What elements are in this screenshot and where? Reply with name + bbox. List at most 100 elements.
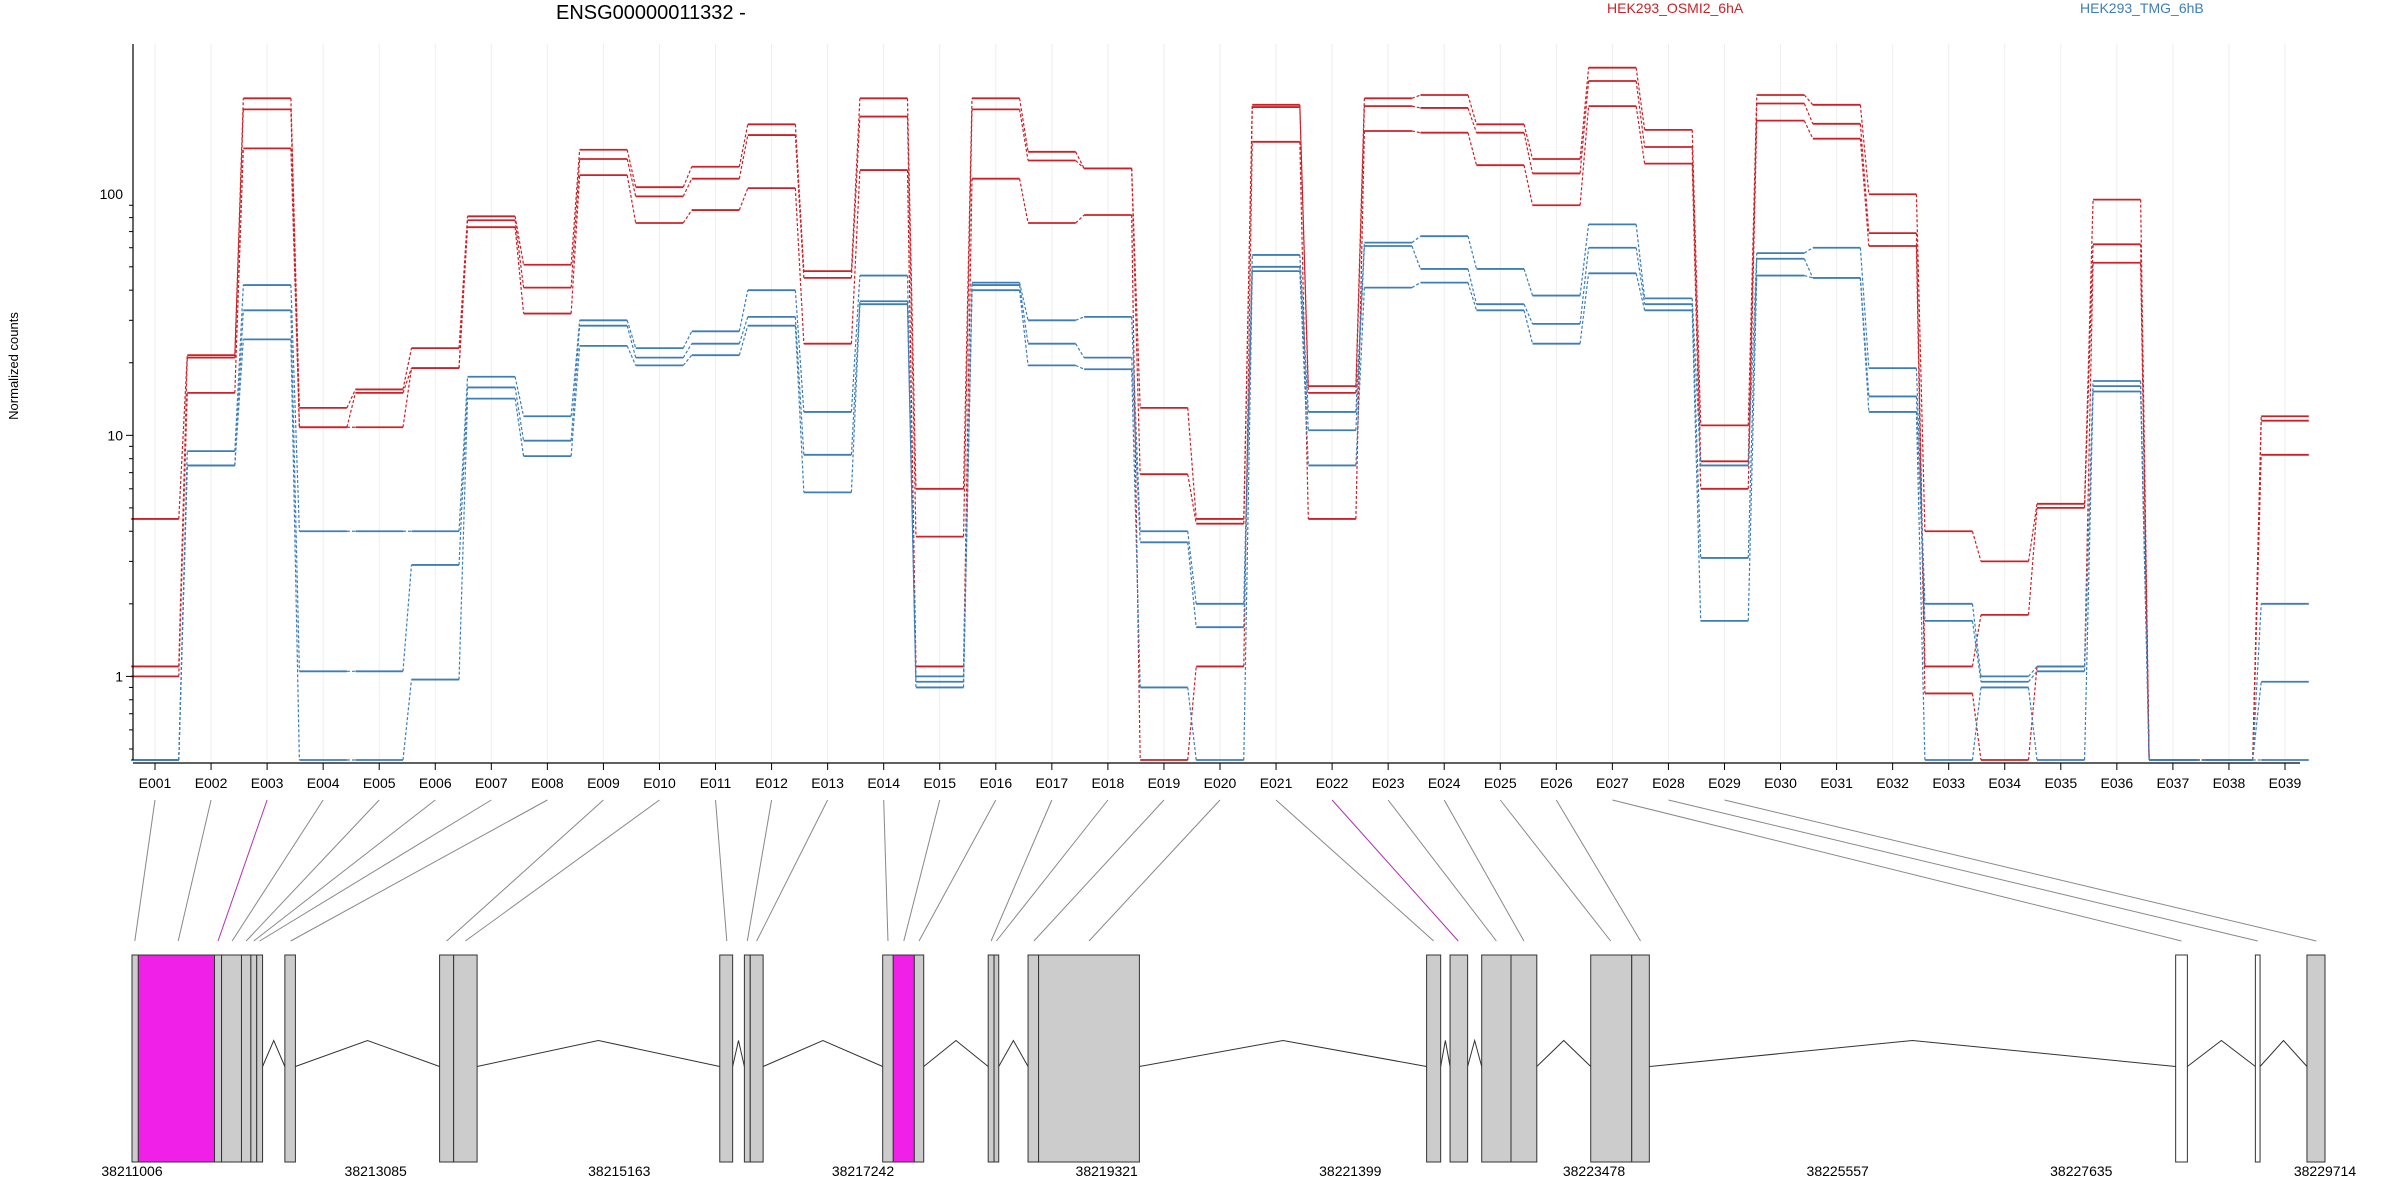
series-4-connector bbox=[570, 325, 581, 441]
exon-link-e016 bbox=[918, 799, 997, 942]
series-1-connector bbox=[1131, 168, 1141, 475]
series-3-connector bbox=[850, 275, 861, 412]
series-4-connector bbox=[1971, 620, 1982, 682]
series-4-connector bbox=[1187, 542, 1197, 628]
series-3-connector bbox=[1747, 253, 1758, 466]
series-5-connector bbox=[1804, 274, 1813, 279]
series-4-connector bbox=[1075, 343, 1085, 358]
series-3-connector bbox=[514, 376, 525, 417]
series-3-connector bbox=[1523, 268, 1534, 296]
exon-block-7 bbox=[256, 954, 264, 1163]
exon-block-22 bbox=[1449, 954, 1469, 1163]
series-0-connector bbox=[962, 98, 973, 489]
series-5-connector bbox=[2083, 391, 2094, 761]
series-5-connector bbox=[1018, 290, 1029, 366]
series-2-connector bbox=[570, 175, 581, 314]
exon-block-16 bbox=[913, 954, 925, 1163]
series-layer bbox=[131, 66, 2309, 761]
series-3-connector bbox=[1691, 298, 1702, 466]
series-3-connector bbox=[1579, 224, 1590, 296]
exon-block-28 bbox=[2254, 954, 2261, 1163]
series-1-connector bbox=[2083, 244, 2094, 508]
series-1-connector bbox=[682, 178, 693, 197]
series-5-connector bbox=[234, 339, 244, 466]
series-3-connector bbox=[1018, 282, 1029, 321]
gene-model-layer: 38211006 38213085 38215163 38217242 38219321… bbox=[101, 954, 2356, 1179]
series-1-connector bbox=[1523, 132, 1534, 174]
intron-11 bbox=[1536, 1039, 1592, 1067]
series-4-connector bbox=[794, 316, 805, 455]
series-5-connector bbox=[794, 325, 805, 493]
series-1-connector bbox=[346, 392, 357, 428]
series-1-connector bbox=[794, 135, 805, 278]
series-2-connector bbox=[234, 148, 244, 393]
exon-block-20 bbox=[1038, 954, 1140, 1163]
exon-block-6 bbox=[250, 954, 258, 1163]
series-5-connector bbox=[682, 354, 693, 366]
series-2-connector bbox=[1411, 130, 1421, 134]
series-2-connector bbox=[1747, 120, 1758, 489]
series-5-connector bbox=[1691, 310, 1702, 621]
x-tick-label-e033: E033 bbox=[1932, 775, 1965, 791]
series-2-connector bbox=[794, 188, 805, 344]
series-1-connector bbox=[1635, 80, 1646, 148]
series-4-connector bbox=[402, 564, 413, 672]
intron-10 bbox=[1467, 1038, 1483, 1067]
series-0-connector bbox=[1299, 104, 1309, 387]
series-4-connector bbox=[1243, 266, 1253, 628]
series-2-connector bbox=[1187, 666, 1197, 761]
x-tick-label-e003: E003 bbox=[251, 775, 284, 791]
series-2-connector bbox=[626, 175, 637, 224]
series-1-connector bbox=[906, 116, 917, 537]
exon-link-e010 bbox=[465, 799, 660, 942]
exon-link-e002 bbox=[177, 799, 212, 942]
exon-link-e009 bbox=[446, 799, 604, 942]
coordinate-label-8: 38225557 bbox=[1807, 1163, 1870, 1179]
x-tick-label-e010: E010 bbox=[643, 775, 676, 791]
series-2-connector bbox=[1131, 215, 1141, 761]
x-tick-label-e038: E038 bbox=[2213, 775, 2246, 791]
x-tick-label-e032: E032 bbox=[1876, 775, 1909, 791]
series-2-connector bbox=[458, 227, 469, 369]
series-5-connector bbox=[1579, 273, 1590, 344]
series-0-connector bbox=[514, 216, 525, 265]
exon-block-21 bbox=[1426, 954, 1442, 1163]
series-5-connector bbox=[1131, 369, 1141, 688]
exon-block-2 bbox=[137, 954, 216, 1163]
series-3-connector bbox=[682, 331, 693, 349]
series-2-connector bbox=[514, 227, 525, 314]
series-2-connector bbox=[2140, 262, 2150, 761]
series-4-connector bbox=[1467, 268, 1478, 305]
series-0-connector bbox=[1075, 151, 1085, 169]
y-tick-label-10: 10 bbox=[107, 427, 123, 443]
x-tick-label-e028: E028 bbox=[1652, 775, 1685, 791]
series-3-connector bbox=[1299, 254, 1309, 412]
series-2-connector bbox=[1467, 132, 1478, 166]
x-tick-label-e026: E026 bbox=[1540, 775, 1573, 791]
series-1-connector bbox=[1299, 107, 1309, 393]
x-tick-label-e016: E016 bbox=[979, 775, 1012, 791]
series-0-connector bbox=[626, 149, 637, 188]
x-tick-label-e012: E012 bbox=[755, 775, 788, 791]
series-0-connector bbox=[1355, 98, 1365, 387]
series-5-connector bbox=[458, 398, 469, 680]
series-2-connector bbox=[1075, 214, 1085, 224]
series-4-connector bbox=[290, 310, 300, 672]
x-tick-label-e005: E005 bbox=[363, 775, 396, 791]
x-tick-label-e006: E006 bbox=[419, 775, 452, 791]
series-0-connector bbox=[1915, 194, 1926, 532]
series-0-connector bbox=[2027, 503, 2038, 562]
x-tick-label-e020: E020 bbox=[1204, 775, 1237, 791]
x-tick-label-e002: E002 bbox=[195, 775, 228, 791]
exon-block-17 bbox=[987, 954, 995, 1163]
intron-12 bbox=[1649, 1039, 2176, 1067]
x-tick-label-e035: E035 bbox=[2044, 775, 2077, 791]
series-4-connector bbox=[682, 343, 693, 358]
coordinate-label-4: 38217242 bbox=[832, 1163, 895, 1179]
series-2-connector bbox=[1971, 693, 1982, 761]
x-tick-label-e024: E024 bbox=[1428, 775, 1461, 791]
exon-link-e007 bbox=[259, 799, 492, 942]
series-3-connector bbox=[234, 285, 244, 452]
